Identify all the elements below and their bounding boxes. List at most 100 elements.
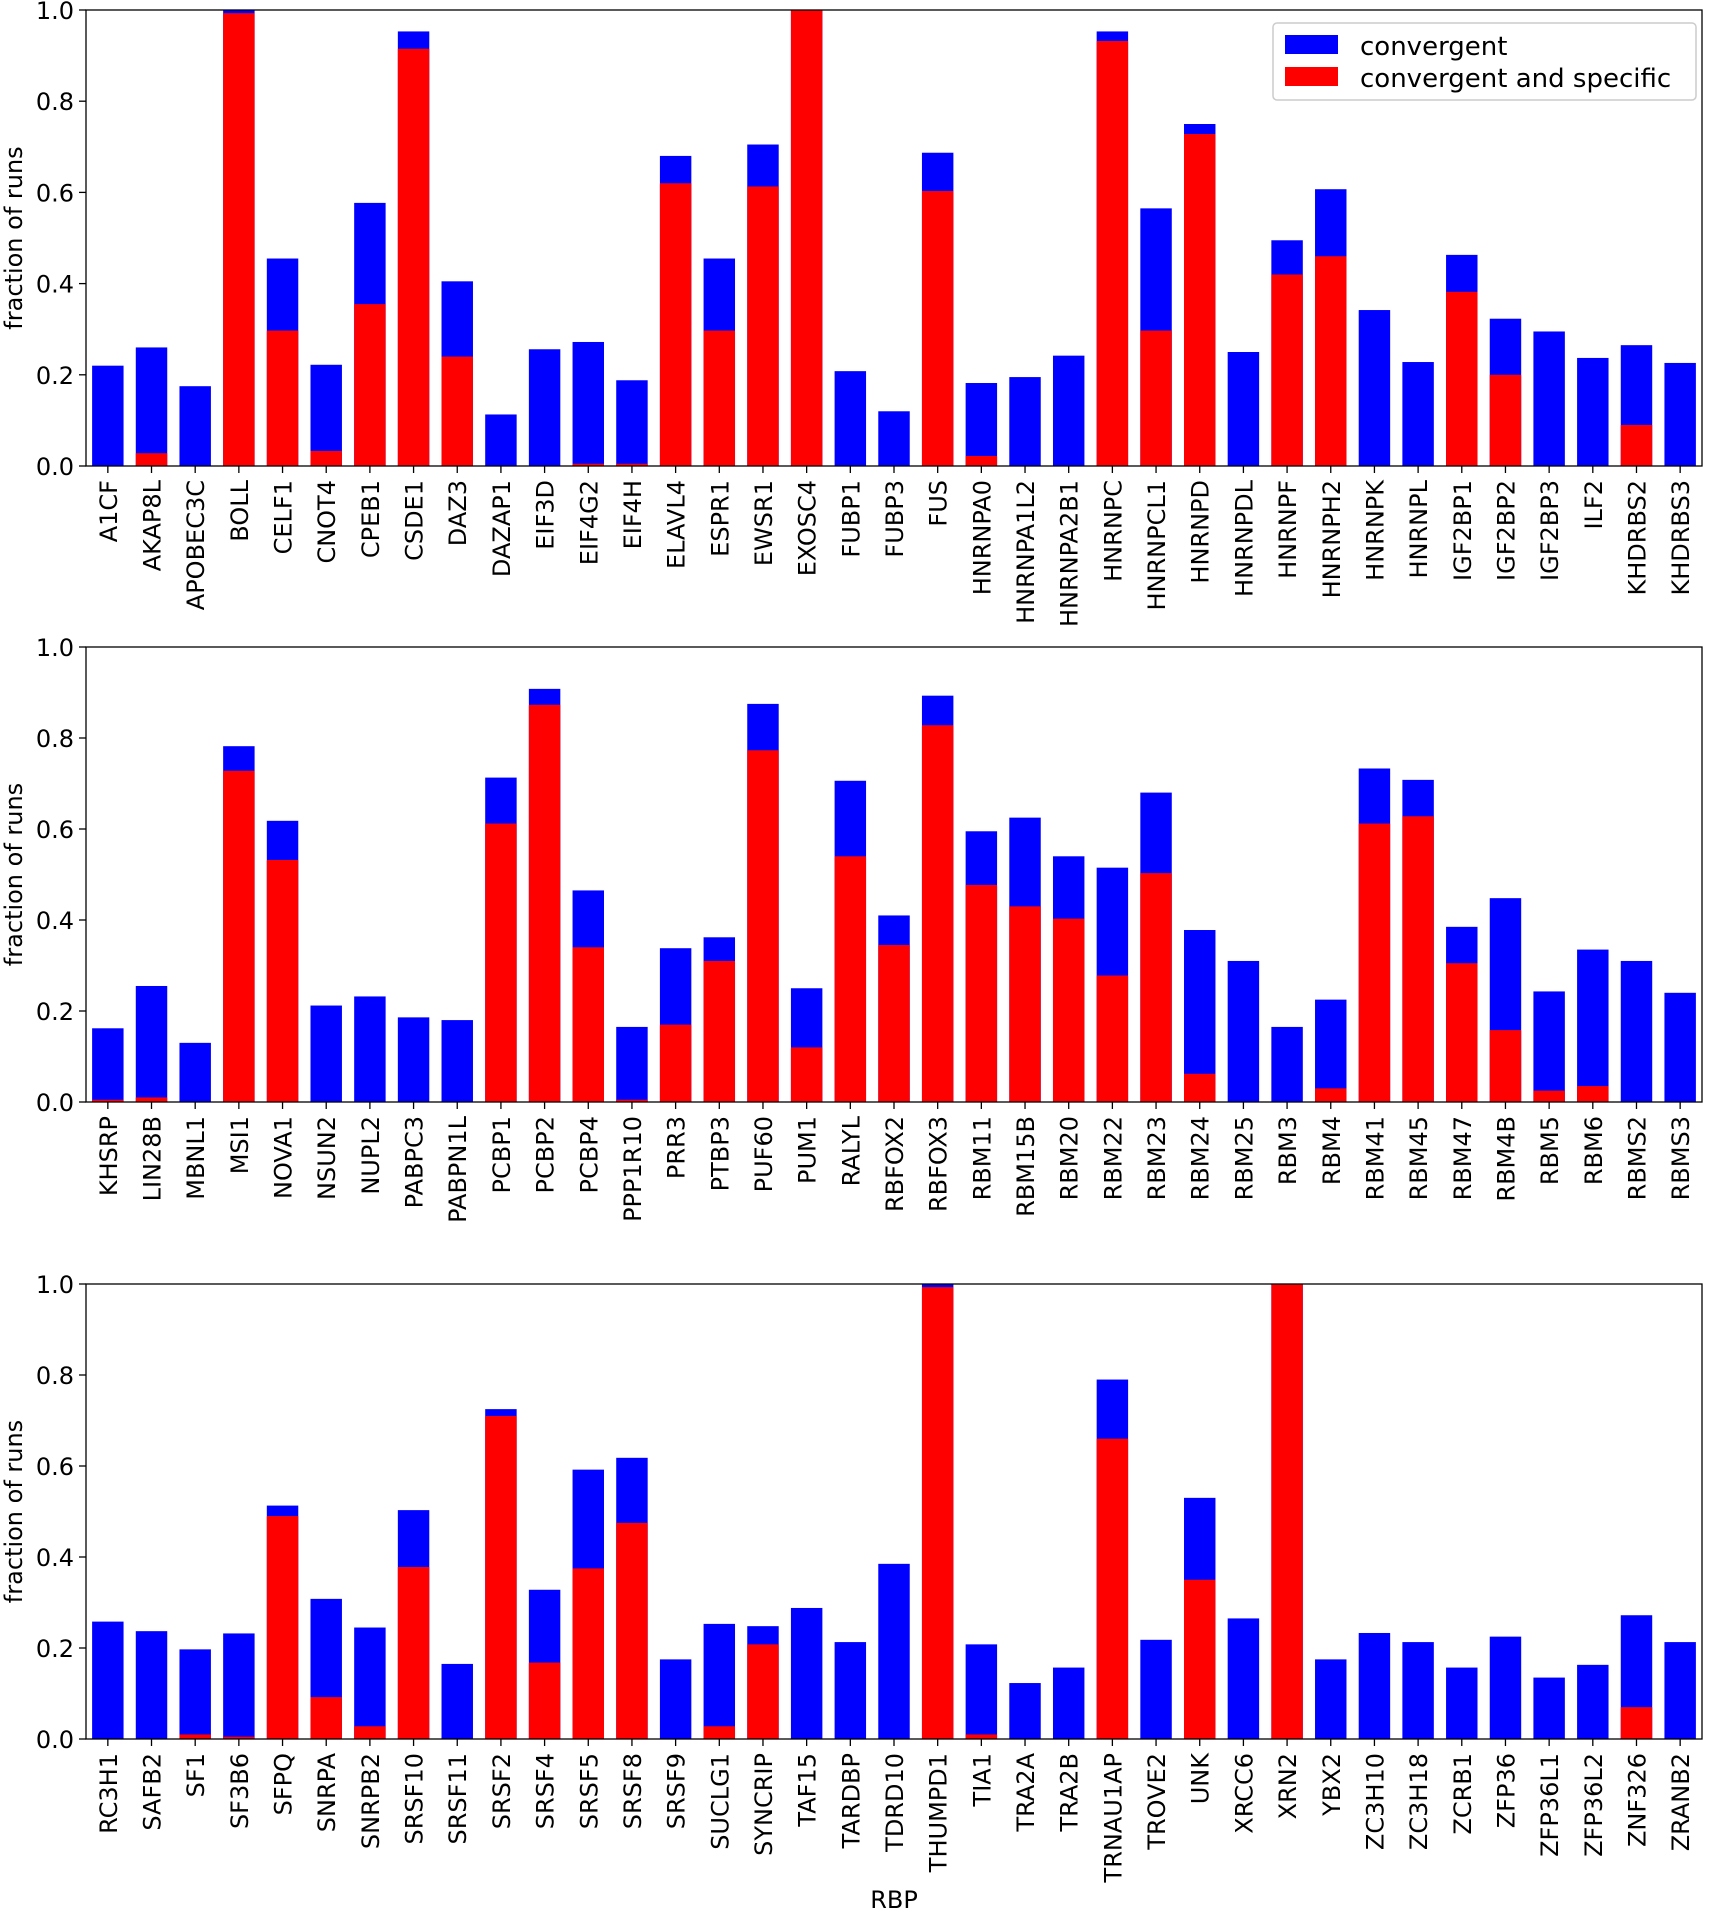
bar-convergent-and-specific xyxy=(965,884,998,1102)
bar-convergent xyxy=(1009,1683,1041,1739)
x-tick-label: HNRNPH2 xyxy=(1318,480,1346,598)
x-tick-label: CNOT4 xyxy=(313,480,341,564)
bar-convergent-and-specific xyxy=(1096,975,1129,1102)
x-tick-label: PUF60 xyxy=(750,1116,778,1192)
x-tick-label: PRR3 xyxy=(663,1116,691,1179)
bar-convergent xyxy=(310,1005,342,1102)
bar-convergent-and-specific xyxy=(703,960,736,1102)
legend-label-specific: convergent and specific xyxy=(1360,64,1671,94)
x-tick-label: TIA1 xyxy=(968,1753,996,1807)
bar-convergent-and-specific xyxy=(1184,1073,1216,1102)
x-tick-label: HNRNPL xyxy=(1405,479,1433,578)
bar-convergent xyxy=(834,1642,867,1739)
bar-convergent xyxy=(1184,930,1216,1102)
x-tick-label: HNRNPA1L2 xyxy=(1012,480,1040,624)
x-tick-label: SF1 xyxy=(182,1753,210,1797)
x-tick-label: TRA2A xyxy=(1012,1752,1040,1832)
x-tick-label: ELAVL4 xyxy=(663,480,691,569)
bar-convergent-and-specific xyxy=(921,1287,954,1739)
bar-convergent-and-specific xyxy=(223,770,255,1102)
y-tick-label: 0.4 xyxy=(36,271,74,299)
bar-convergent xyxy=(878,411,910,466)
y-tick-label: 0.4 xyxy=(36,1544,74,1572)
bar-convergent-and-specific xyxy=(92,1099,124,1102)
bar-convergent xyxy=(834,371,867,466)
x-tick-label: EWSR1 xyxy=(750,480,778,566)
bar-convergent-and-specific xyxy=(1620,1707,1653,1739)
bar-convergent xyxy=(1402,1642,1434,1739)
bar-convergent xyxy=(878,1563,910,1739)
x-tick-label: SNRPA xyxy=(313,1752,341,1832)
x-tick-label: HNRNPDL xyxy=(1230,479,1258,597)
bar-convergent-and-specific xyxy=(747,750,779,1102)
y-tick-label: 1.0 xyxy=(36,0,74,25)
bar-convergent xyxy=(1664,992,1696,1102)
x-tick-label: MSI1 xyxy=(226,1116,254,1174)
y-tick-label: 0.8 xyxy=(36,88,74,116)
bar-convergent-and-specific xyxy=(223,13,255,466)
x-tick-label: RBMS2 xyxy=(1623,1116,1651,1200)
bar-convergent-and-specific xyxy=(266,1516,299,1739)
bar-convergent-and-specific xyxy=(1271,274,1303,466)
x-tick-label: IGF2BP3 xyxy=(1536,480,1564,581)
x-tick-label: RBM23 xyxy=(1143,1116,1171,1200)
x-tick-label: ZRANB2 xyxy=(1667,1753,1695,1851)
bar-convergent-and-specific xyxy=(1096,1438,1129,1739)
x-tick-label: TROVE2 xyxy=(1143,1753,1171,1851)
bar-convergent xyxy=(92,365,124,466)
bar-convergent-and-specific xyxy=(1052,918,1085,1102)
x-tick-label: HNRNPC xyxy=(1099,480,1127,582)
bar-convergent-and-specific xyxy=(1009,906,1041,1102)
bar-convergent xyxy=(1664,1642,1696,1739)
bar-convergent-and-specific xyxy=(1271,1284,1303,1739)
x-tick-label: LIN28B xyxy=(139,1116,167,1201)
bar-convergent-and-specific xyxy=(572,463,604,466)
bar-convergent-and-specific xyxy=(397,1567,430,1739)
bar-convergent xyxy=(441,1663,473,1739)
y-tick-label: 0.8 xyxy=(36,725,74,753)
x-tick-label: EIF4G2 xyxy=(575,480,603,565)
bar-convergent xyxy=(1577,949,1609,1102)
x-tick-label: YBX2 xyxy=(1318,1753,1346,1817)
x-tick-label: AKAP8L xyxy=(139,479,167,571)
bar-convergent xyxy=(1402,362,1434,466)
bar-convergent-and-specific xyxy=(1315,256,1347,466)
x-tick-label: PCBP1 xyxy=(488,1116,516,1193)
x-tick-label: A1CF xyxy=(95,480,123,542)
bar-convergent-and-specific xyxy=(441,356,473,466)
x-tick-label: ILF2 xyxy=(1580,480,1608,530)
x-tick-label: SRSF2 xyxy=(488,1753,516,1829)
x-tick-label: EXOSC4 xyxy=(794,480,822,576)
x-tick-label: TDRD10 xyxy=(881,1753,909,1853)
bar-convergent-and-specific xyxy=(572,947,604,1102)
bar-convergent-and-specific xyxy=(703,330,736,466)
bar-convergent-and-specific xyxy=(1489,1030,1522,1102)
x-tick-label: NOVA1 xyxy=(270,1116,298,1199)
y-tick-label: 0.2 xyxy=(36,998,74,1026)
x-tick-label: RBM6 xyxy=(1580,1116,1608,1185)
bar-convergent-and-specific xyxy=(878,945,910,1102)
bar-convergent-and-specific xyxy=(1577,1086,1609,1102)
bar-convergent xyxy=(1358,310,1391,466)
x-tick-label: PCBP4 xyxy=(575,1116,603,1193)
x-tick-label: ZFP36L1 xyxy=(1536,1753,1564,1857)
y-axis-label: fraction of runs xyxy=(0,146,28,329)
bar-convergent xyxy=(1577,1664,1609,1739)
bar-convergent xyxy=(1620,960,1653,1102)
x-tick-label: SRSF9 xyxy=(663,1753,691,1829)
x-tick-label: HNRNPA2B1 xyxy=(1056,480,1084,627)
x-tick-label: RC3H1 xyxy=(95,1753,123,1834)
x-tick-label: KHDRBS3 xyxy=(1667,480,1695,596)
bar-convergent xyxy=(1227,1618,1260,1739)
bar-convergent xyxy=(1577,357,1609,466)
bar-convergent xyxy=(179,1042,211,1102)
y-tick-label: 1.0 xyxy=(36,634,74,662)
y-tick-label: 0.6 xyxy=(36,179,74,207)
bar-convergent-and-specific xyxy=(310,450,342,466)
bar-convergent xyxy=(1140,1639,1172,1739)
bar-convergent xyxy=(1533,991,1565,1102)
x-tick-label: XRN2 xyxy=(1274,1753,1302,1819)
x-tick-label: HNRNPF xyxy=(1274,480,1302,579)
x-tick-label: UNK xyxy=(1187,1752,1215,1805)
x-tick-label: ZC3H10 xyxy=(1361,1753,1389,1850)
